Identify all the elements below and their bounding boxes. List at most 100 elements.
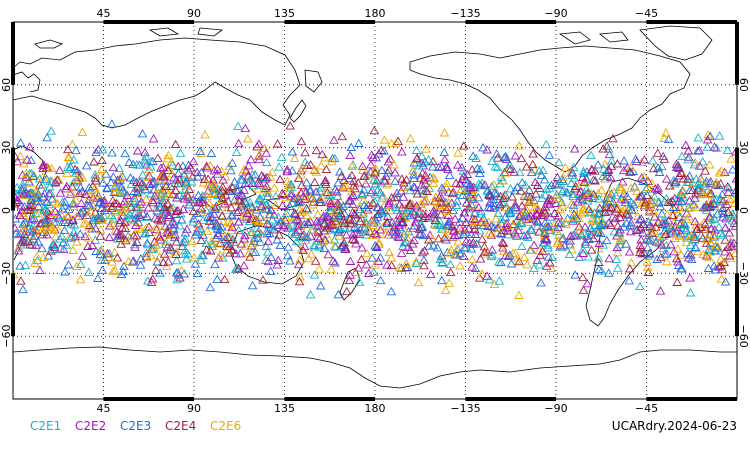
observation-marker — [652, 185, 663, 194]
observation-marker — [645, 221, 655, 230]
observation-marker — [70, 164, 80, 173]
observation-marker — [354, 138, 364, 147]
observation-marker — [617, 177, 628, 186]
observation-marker — [136, 185, 146, 195]
observation-marker — [146, 277, 157, 286]
observation-marker — [685, 288, 696, 297]
observation-marker — [672, 253, 682, 263]
observation-marker — [593, 252, 604, 262]
observation-marker — [98, 210, 109, 220]
observation-marker — [37, 243, 47, 253]
observation-marker — [383, 156, 394, 166]
observation-marker — [400, 208, 410, 217]
observation-marker — [649, 192, 660, 201]
observation-marker — [683, 203, 694, 212]
observation-marker — [606, 161, 617, 170]
observation-marker — [401, 262, 411, 272]
observation-marker — [532, 208, 542, 218]
observation-marker — [107, 257, 117, 266]
observation-marker — [455, 248, 465, 258]
observation-marker — [473, 202, 484, 211]
observation-marker — [368, 220, 378, 229]
observation-marker — [296, 169, 306, 179]
observation-marker — [97, 155, 107, 165]
observation-marker — [263, 204, 273, 214]
observation-marker — [207, 239, 217, 248]
observation-marker — [443, 164, 453, 173]
observation-marker — [606, 156, 617, 165]
observation-marker — [616, 182, 626, 192]
observation-marker — [55, 234, 65, 243]
observation-marker — [657, 209, 667, 218]
observation-marker — [636, 242, 647, 252]
observation-marker — [725, 194, 735, 203]
observation-marker — [545, 221, 556, 230]
observation-marker — [391, 138, 401, 147]
observation-marker — [566, 178, 576, 187]
observation-marker — [13, 229, 24, 239]
observation-marker — [370, 189, 381, 199]
observation-marker — [478, 213, 489, 222]
lon-tick-label: −45 — [635, 7, 658, 20]
observation-marker — [660, 218, 671, 227]
observation-marker — [242, 208, 253, 218]
observation-marker — [609, 226, 620, 236]
observation-marker — [437, 253, 448, 263]
observation-marker — [283, 180, 294, 189]
observation-marker — [281, 192, 291, 202]
observation-marker — [293, 225, 304, 234]
observation-marker — [419, 196, 430, 206]
observation-marker — [361, 259, 372, 269]
observation-marker — [212, 164, 223, 174]
observation-marker — [392, 205, 403, 214]
observation-marker — [205, 246, 216, 255]
observation-marker — [450, 214, 460, 223]
observation-marker — [59, 225, 70, 235]
north-america-coastline — [409, 45, 691, 173]
observation-marker — [60, 267, 70, 276]
observation-marker — [475, 209, 486, 218]
observation-marker — [27, 204, 37, 214]
observation-marker — [181, 181, 191, 191]
observation-marker — [142, 211, 152, 221]
observation-marker — [539, 227, 550, 236]
observation-marker — [653, 217, 663, 226]
observation-marker — [151, 222, 162, 231]
observation-marker — [415, 229, 426, 239]
observation-marker — [417, 180, 427, 189]
observation-marker — [524, 197, 534, 206]
observation-marker — [134, 210, 145, 219]
observation-marker — [440, 154, 450, 164]
observation-marker — [472, 163, 483, 172]
observation-marker — [206, 220, 217, 229]
observation-marker — [99, 198, 110, 207]
observation-marker — [43, 251, 54, 260]
observation-marker — [595, 208, 605, 217]
observation-marker — [167, 205, 177, 215]
observation-marker — [370, 163, 381, 173]
observation-marker — [97, 144, 108, 154]
observation-marker — [568, 214, 579, 223]
observation-marker — [439, 128, 450, 137]
observation-marker — [71, 211, 82, 221]
observation-marker — [470, 214, 480, 224]
observation-marker — [412, 153, 422, 162]
observation-marker — [155, 173, 166, 183]
observation-marker — [598, 144, 608, 153]
observation-marker — [347, 161, 357, 171]
observation-marker — [67, 139, 77, 149]
observation-marker — [147, 195, 158, 204]
observation-marker — [227, 222, 238, 231]
observation-marker — [289, 208, 300, 217]
lat-tick-label: 30 — [0, 141, 13, 155]
observation-marker — [226, 202, 237, 212]
observation-marker — [27, 214, 38, 223]
observation-marker — [615, 239, 625, 249]
observation-marker — [109, 187, 120, 196]
observation-marker — [434, 162, 444, 171]
observation-marker — [264, 219, 274, 229]
observation-marker — [295, 272, 305, 281]
observation-marker — [499, 197, 509, 207]
observation-marker — [661, 229, 671, 239]
observation-marker — [146, 189, 156, 198]
